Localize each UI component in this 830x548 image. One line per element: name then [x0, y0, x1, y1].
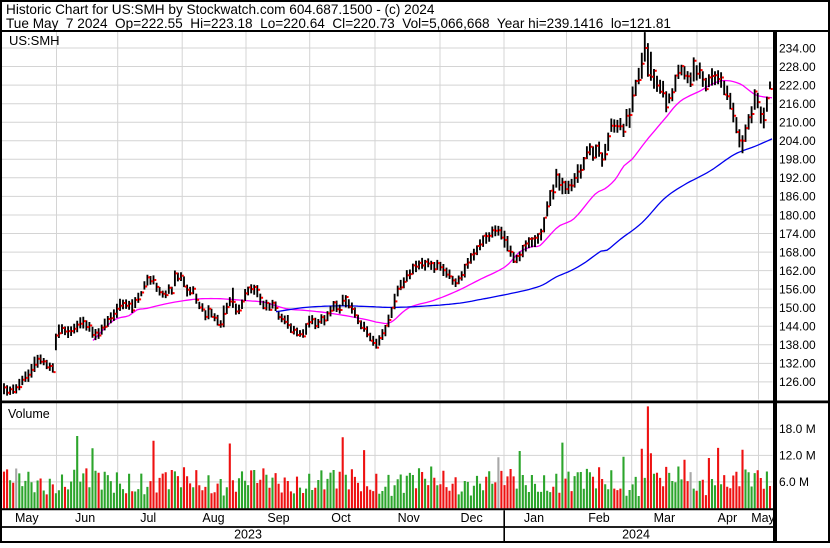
svg-text:Sep: Sep — [267, 511, 289, 525]
svg-text:168.00: 168.00 — [779, 245, 816, 259]
svg-text:Tue May 7 2024 Op=222.55 Hi: Tue May 7 2024 Op=222.55 Hi=223.18 Lo=22… — [6, 16, 671, 31]
svg-text:Apr: Apr — [718, 511, 737, 525]
svg-text:204.00: 204.00 — [779, 134, 816, 148]
svg-text:222.00: 222.00 — [779, 78, 816, 92]
svg-text:Dec: Dec — [460, 511, 482, 525]
svg-text:132.00: 132.00 — [779, 357, 816, 371]
svg-text:Historic Chart for US:SMH by S: Historic Chart for US:SMH by Stockwatch.… — [6, 2, 435, 17]
svg-text:May: May — [751, 511, 775, 525]
svg-text:216.00: 216.00 — [779, 97, 816, 111]
svg-text:180.00: 180.00 — [779, 208, 816, 222]
svg-text:138.00: 138.00 — [779, 338, 816, 352]
svg-text:Volume: Volume — [8, 407, 50, 421]
svg-text:192.00: 192.00 — [779, 171, 816, 185]
svg-text:228.00: 228.00 — [779, 60, 816, 74]
svg-text:198.00: 198.00 — [779, 153, 816, 167]
svg-text:Mar: Mar — [654, 511, 676, 525]
svg-text:126.00: 126.00 — [779, 375, 816, 389]
svg-text:150.00: 150.00 — [779, 301, 816, 315]
svg-text:234.00: 234.00 — [779, 41, 816, 55]
svg-text:186.00: 186.00 — [779, 190, 816, 204]
svg-text:Nov: Nov — [398, 511, 421, 525]
svg-text:210.00: 210.00 — [779, 116, 816, 130]
svg-text:Jul: Jul — [140, 511, 156, 525]
svg-text:Jun: Jun — [75, 511, 95, 525]
svg-text:US:SMH: US:SMH — [9, 33, 60, 48]
svg-text:156.00: 156.00 — [779, 282, 816, 296]
svg-text:Aug: Aug — [202, 511, 224, 525]
svg-text:Feb: Feb — [588, 511, 610, 525]
svg-text:162.00: 162.00 — [779, 264, 816, 278]
svg-text:12.0 M: 12.0 M — [779, 449, 816, 463]
svg-text:2023: 2023 — [234, 528, 262, 542]
svg-text:Oct: Oct — [331, 511, 351, 525]
svg-text:6.0 M: 6.0 M — [779, 475, 809, 489]
svg-text:2024: 2024 — [622, 528, 650, 542]
svg-text:Jan: Jan — [524, 511, 544, 525]
svg-text:May: May — [15, 511, 39, 525]
svg-text:144.00: 144.00 — [779, 320, 816, 334]
svg-text:18.0 M: 18.0 M — [779, 422, 816, 436]
svg-text:174.00: 174.00 — [779, 227, 816, 241]
